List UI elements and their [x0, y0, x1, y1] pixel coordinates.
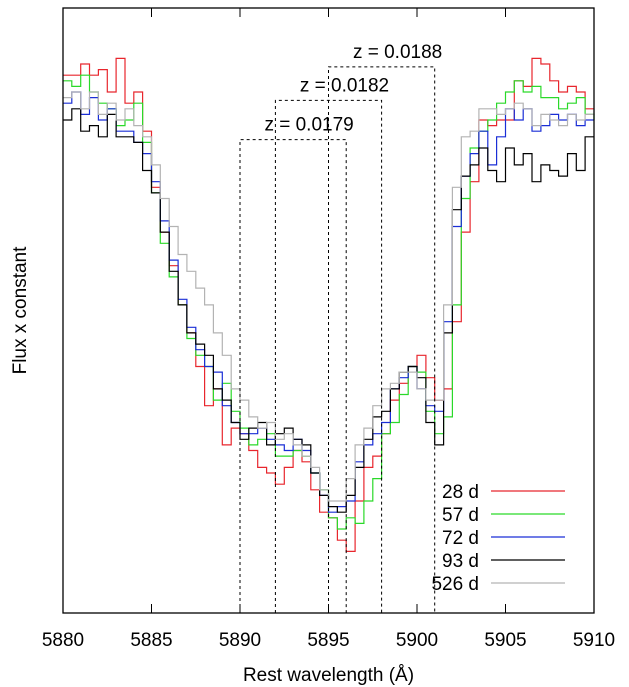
series-line-526-d: [63, 91, 595, 502]
x-tick-label-4: 5900: [396, 630, 438, 651]
x-tick-label-0: 5880: [42, 630, 84, 651]
x-tick-label-1: 5885: [130, 630, 172, 651]
series-line-93-d: [63, 108, 594, 513]
legend-label-526-d: 526 d: [431, 574, 479, 595]
x-tick-label-2: 5890: [219, 630, 261, 651]
x-axis: 5880 5885 5890 5895 5900 5905 5910: [42, 8, 615, 651]
legend-label-72-d: 72 d: [442, 528, 479, 549]
x-tick-label-5: 5905: [484, 630, 526, 651]
x-tick-label-6: 5910: [573, 630, 615, 651]
legend-label-57-d: 57 d: [442, 505, 479, 526]
annotation-layer: z = 0.0179 z = 0.0182 z = 0.0188: [239, 42, 442, 613]
redshift-bracket-2: [328, 66, 436, 613]
y-axis-label: Flux x constant: [10, 246, 31, 374]
redshift-bracket-1: [274, 99, 383, 613]
legend-label-93-d: 93 d: [442, 551, 479, 572]
redshift-label-2: z = 0.0188: [353, 42, 442, 63]
x-tick-label-3: 5895: [307, 630, 349, 651]
redshift-bracket-0: [239, 139, 347, 613]
legend-label-28-d: 28 d: [442, 482, 479, 503]
redshift-label-1: z = 0.0182: [300, 75, 389, 96]
redshift-label-0: z = 0.0179: [264, 115, 353, 136]
series-line-72-d: [63, 91, 594, 513]
x-axis-label: Rest wavelength (Å): [243, 665, 414, 686]
